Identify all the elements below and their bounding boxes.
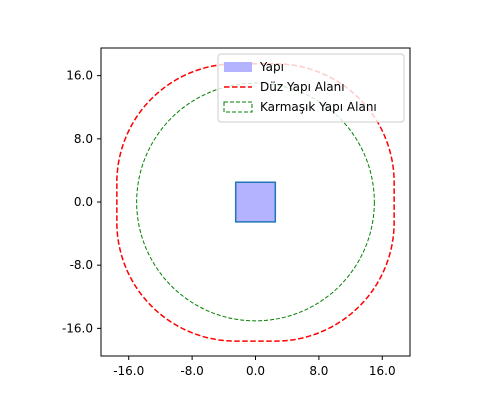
legend-box bbox=[217, 53, 405, 123]
structure-square bbox=[234, 181, 277, 223]
y-axis: -16.0 -8.0 0.0 8.0 16.0 bbox=[62, 69, 101, 335]
y-tick-label: -8.0 bbox=[70, 258, 93, 272]
legend-entry-complex-zone: Karmaşık Yapı Alanı bbox=[260, 100, 377, 114]
x-axis: -16.0 -8.0 0.0 8.0 16.0 bbox=[113, 356, 396, 378]
x-tick-label: 8.0 bbox=[309, 364, 328, 378]
y-tick-label: 0.0 bbox=[74, 195, 93, 209]
legend-entry-flat-zone: Düz Yapı Alanı bbox=[260, 80, 345, 94]
x-tick-label: 0.0 bbox=[246, 364, 265, 378]
x-tick-label: 16.0 bbox=[369, 364, 396, 378]
legend-swatch-complex-zone bbox=[223, 101, 253, 113]
y-tick-label: -16.0 bbox=[62, 321, 93, 335]
y-tick-label: 16.0 bbox=[66, 69, 93, 83]
x-tick-label: -16.0 bbox=[113, 364, 144, 378]
legend-entry-structure: Yapı bbox=[259, 60, 284, 74]
y-tick-label: 8.0 bbox=[74, 132, 93, 146]
legend: Yapı Düz Yapı Alanı Karmaşık Yapı Alanı bbox=[217, 53, 405, 123]
legend-swatch-structure bbox=[224, 62, 252, 72]
x-tick-label: -8.0 bbox=[180, 364, 203, 378]
